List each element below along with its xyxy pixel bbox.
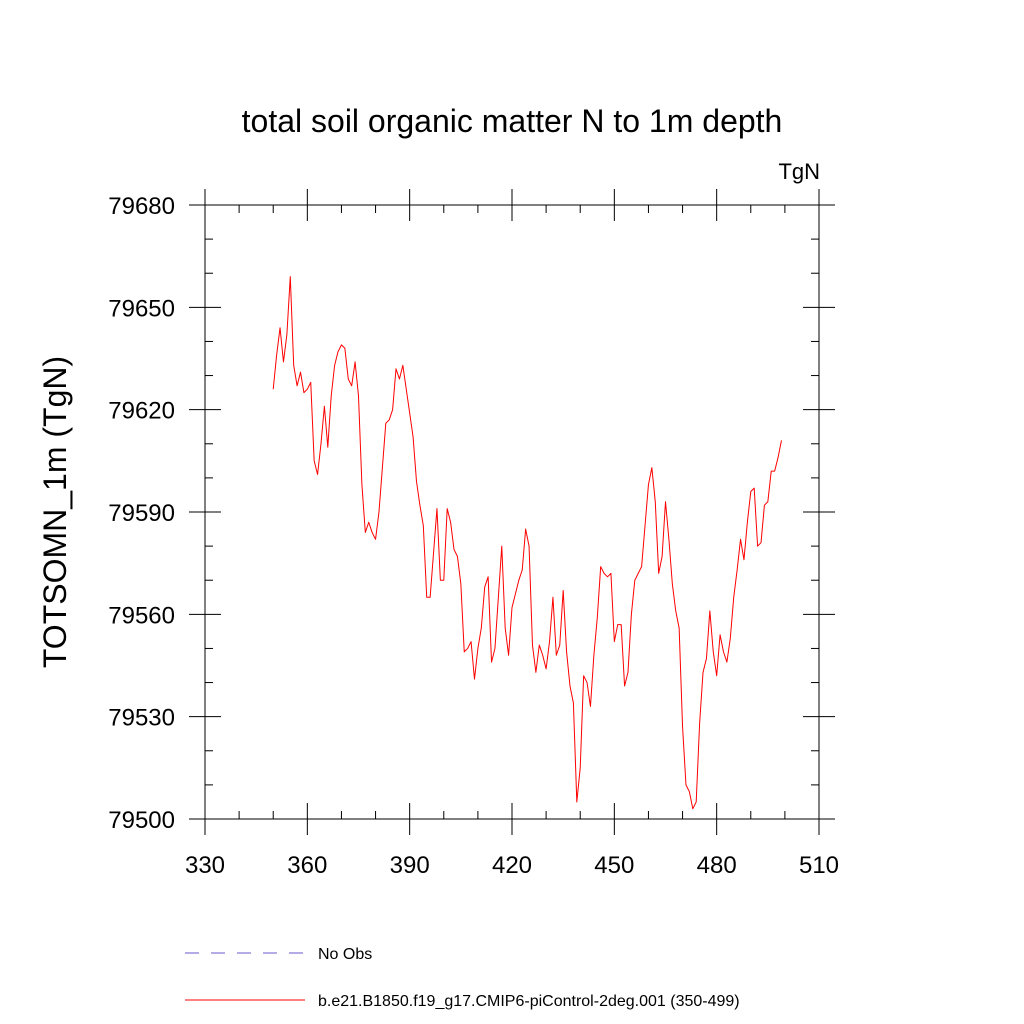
y-tick-label: 79560: [108, 602, 175, 629]
y-tick-label: 79590: [108, 500, 175, 527]
y-tick-label: 79500: [108, 807, 175, 834]
x-tick-label: 450: [594, 852, 634, 879]
x-tick-label: 330: [185, 852, 225, 879]
series-layer: [272, 276, 782, 810]
x-axis: 330 360 390 420 450 480 510: [185, 189, 839, 879]
x-tick-label: 510: [799, 852, 839, 879]
y-tick-label: 79680: [108, 193, 175, 220]
x-tick-label: 420: [492, 852, 532, 879]
y-tick-label: 79650: [108, 295, 175, 322]
plot-frame: [204, 204, 820, 820]
legend: No Obs b.e21.B1850.f19_g17.CMIP6-piContr…: [185, 946, 740, 1010]
chart-title: total soil organic matter N to 1m depth: [242, 103, 783, 139]
y-tick-label: 79530: [108, 705, 175, 732]
y-tick-label: 79620: [108, 398, 175, 425]
x-tick-label: 360: [287, 852, 327, 879]
x-tick-label: 480: [697, 852, 737, 879]
series-line-0: [272, 276, 782, 810]
legend-label-no-obs: No Obs: [318, 946, 372, 963]
x-tick-label: 390: [390, 852, 430, 879]
units-label: TgN: [778, 159, 820, 184]
legend-label-control-run: b.e21.B1850.f19_g17.CMIP6-piControl-2deg…: [318, 993, 740, 1010]
y-axis: 79500 79530 79560 79590 79620 79650 79680: [108, 193, 835, 834]
y-axis-label: TOTSOMN_1m (TgN): [37, 356, 73, 668]
